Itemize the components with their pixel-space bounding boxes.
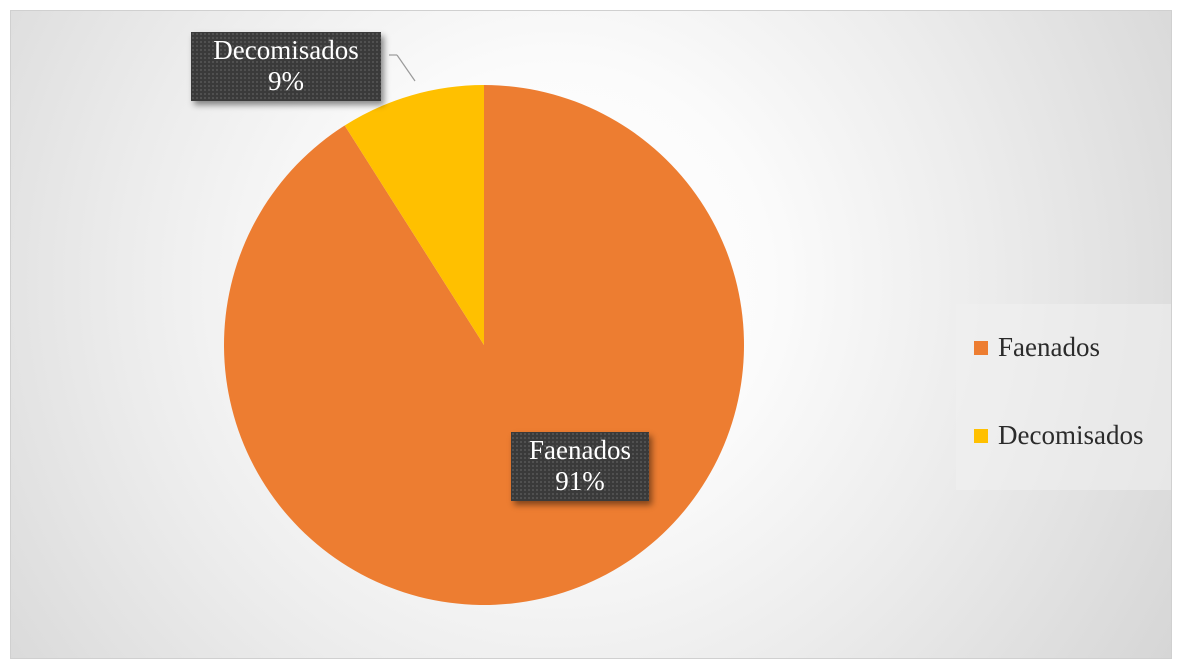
data-label-faenados: Faenados 91%: [511, 432, 649, 501]
legend: Faenados Decomisados: [956, 304, 1171, 490]
data-label-decomisados-value: 9%: [268, 66, 304, 96]
legend-item-faenados: Faenados: [974, 332, 1100, 363]
data-label-decomisados-name: Decomisados: [213, 35, 359, 65]
pie-slice-decomisados: [344, 85, 484, 345]
data-label-decomisados: Decomisados 9%: [191, 32, 381, 101]
data-label-faenados-value: 91%: [555, 466, 605, 496]
legend-swatch-faenados: [974, 340, 988, 355]
legend-label-decomisados: Decomisados: [998, 420, 1144, 450]
data-label-faenados-name: Faenados: [529, 435, 631, 465]
chart-area: Decomisados 9% Faenados 91% Faenados Dec…: [10, 10, 1172, 659]
legend-item-decomisados: Decomisados: [974, 420, 1143, 451]
leader-line-decomisados-b: [396, 54, 416, 82]
legend-label-faenados: Faenados: [998, 332, 1100, 362]
legend-swatch-decomisados: [974, 428, 988, 443]
